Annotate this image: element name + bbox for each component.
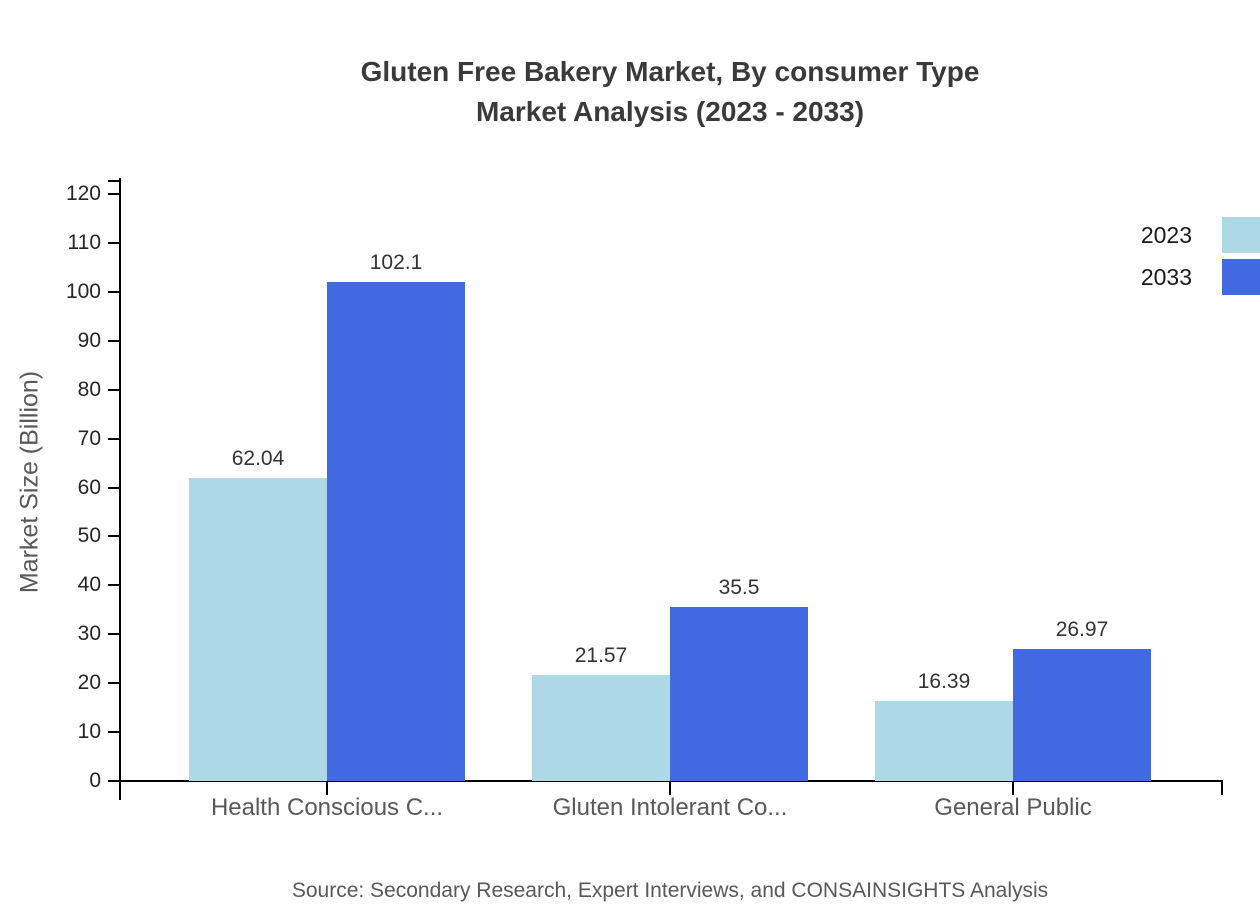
- category-label: Gluten Intolerant Co...: [552, 794, 788, 821]
- y-tick-label: 90: [77, 328, 101, 352]
- legend-label: 2033: [1140, 263, 1192, 290]
- x-tick-mark: [1012, 781, 1014, 795]
- y-tick-label: 40: [77, 573, 101, 597]
- y-axis-endcap-tick: [108, 180, 121, 182]
- y-tick-mark: [108, 780, 121, 782]
- y-tick-mark: [108, 731, 121, 734]
- source-note: Source: Secondary Research, Expert Inter…: [291, 879, 1049, 902]
- bar-value-label: 21.57: [574, 644, 628, 668]
- y-tick-mark: [108, 633, 121, 636]
- chart-title-line1: Gluten Free Bakery Market, By consumer T…: [360, 56, 980, 87]
- y-tick-label: 30: [77, 622, 101, 646]
- y-tick-label: 70: [77, 426, 101, 450]
- chart-title: Gluten Free Bakery Market, By consumer T…: [80, 52, 1260, 132]
- bar-2023-1: [189, 477, 327, 781]
- y-tick-mark: [108, 290, 121, 293]
- y-tick-mark: [108, 388, 121, 391]
- y-tick-label: 80: [77, 377, 101, 401]
- category-label: General Public: [934, 794, 1092, 821]
- chart-title-line2: Market Analysis (2023 - 2033): [475, 96, 865, 127]
- y-tick-label: 10: [77, 720, 101, 744]
- legend-item-2033: 2033: [1141, 259, 1260, 295]
- y-tick-mark: [108, 339, 121, 342]
- y-tick-label: 60: [77, 475, 101, 499]
- category-label: Health Conscious C...: [210, 794, 444, 821]
- y-tick-label: 0: [89, 769, 101, 792]
- legend-label: 2023: [1140, 221, 1192, 248]
- y-tick-mark: [108, 584, 121, 587]
- x-tick-mark: [669, 781, 671, 795]
- y-tick-mark: [108, 535, 121, 538]
- y-tick-mark: [108, 486, 121, 489]
- bar-2033-1: [327, 281, 465, 781]
- y-tick-mark: [108, 437, 121, 440]
- bar-value-label: 35.5: [718, 576, 760, 600]
- y-tick-mark: [108, 241, 121, 244]
- legend-item-2023: 2023: [1141, 217, 1260, 253]
- bar-value-label: 62.04: [231, 446, 285, 470]
- bar-value-label: 102.1: [369, 250, 423, 274]
- x-tick-mark: [326, 781, 328, 795]
- y-tick-label: 20: [77, 671, 101, 695]
- bar-2033-3: [1013, 649, 1151, 781]
- bar-2023-2: [532, 675, 670, 781]
- bar-2023-3: [875, 700, 1013, 781]
- y-axis-line: [119, 178, 121, 800]
- y-tick-mark: [108, 682, 121, 685]
- bar-value-label: 26.97: [1055, 618, 1109, 642]
- x-axis-line: [108, 780, 1223, 782]
- y-tick-mark: [108, 193, 121, 195]
- y-tick-label: 50: [77, 524, 101, 548]
- legend: 2023 2033: [1141, 217, 1260, 301]
- x-axis-endcap-tick: [1221, 781, 1223, 795]
- y-tick-label: 120: [65, 182, 101, 205]
- legend-swatch-icon: [1222, 259, 1260, 295]
- legend-swatch-icon: [1222, 217, 1260, 253]
- bar-value-label: 16.39: [917, 669, 971, 693]
- bar-2033-2: [670, 607, 808, 781]
- y-tick-label: 100: [65, 279, 101, 303]
- y-tick-label: 110: [67, 230, 101, 254]
